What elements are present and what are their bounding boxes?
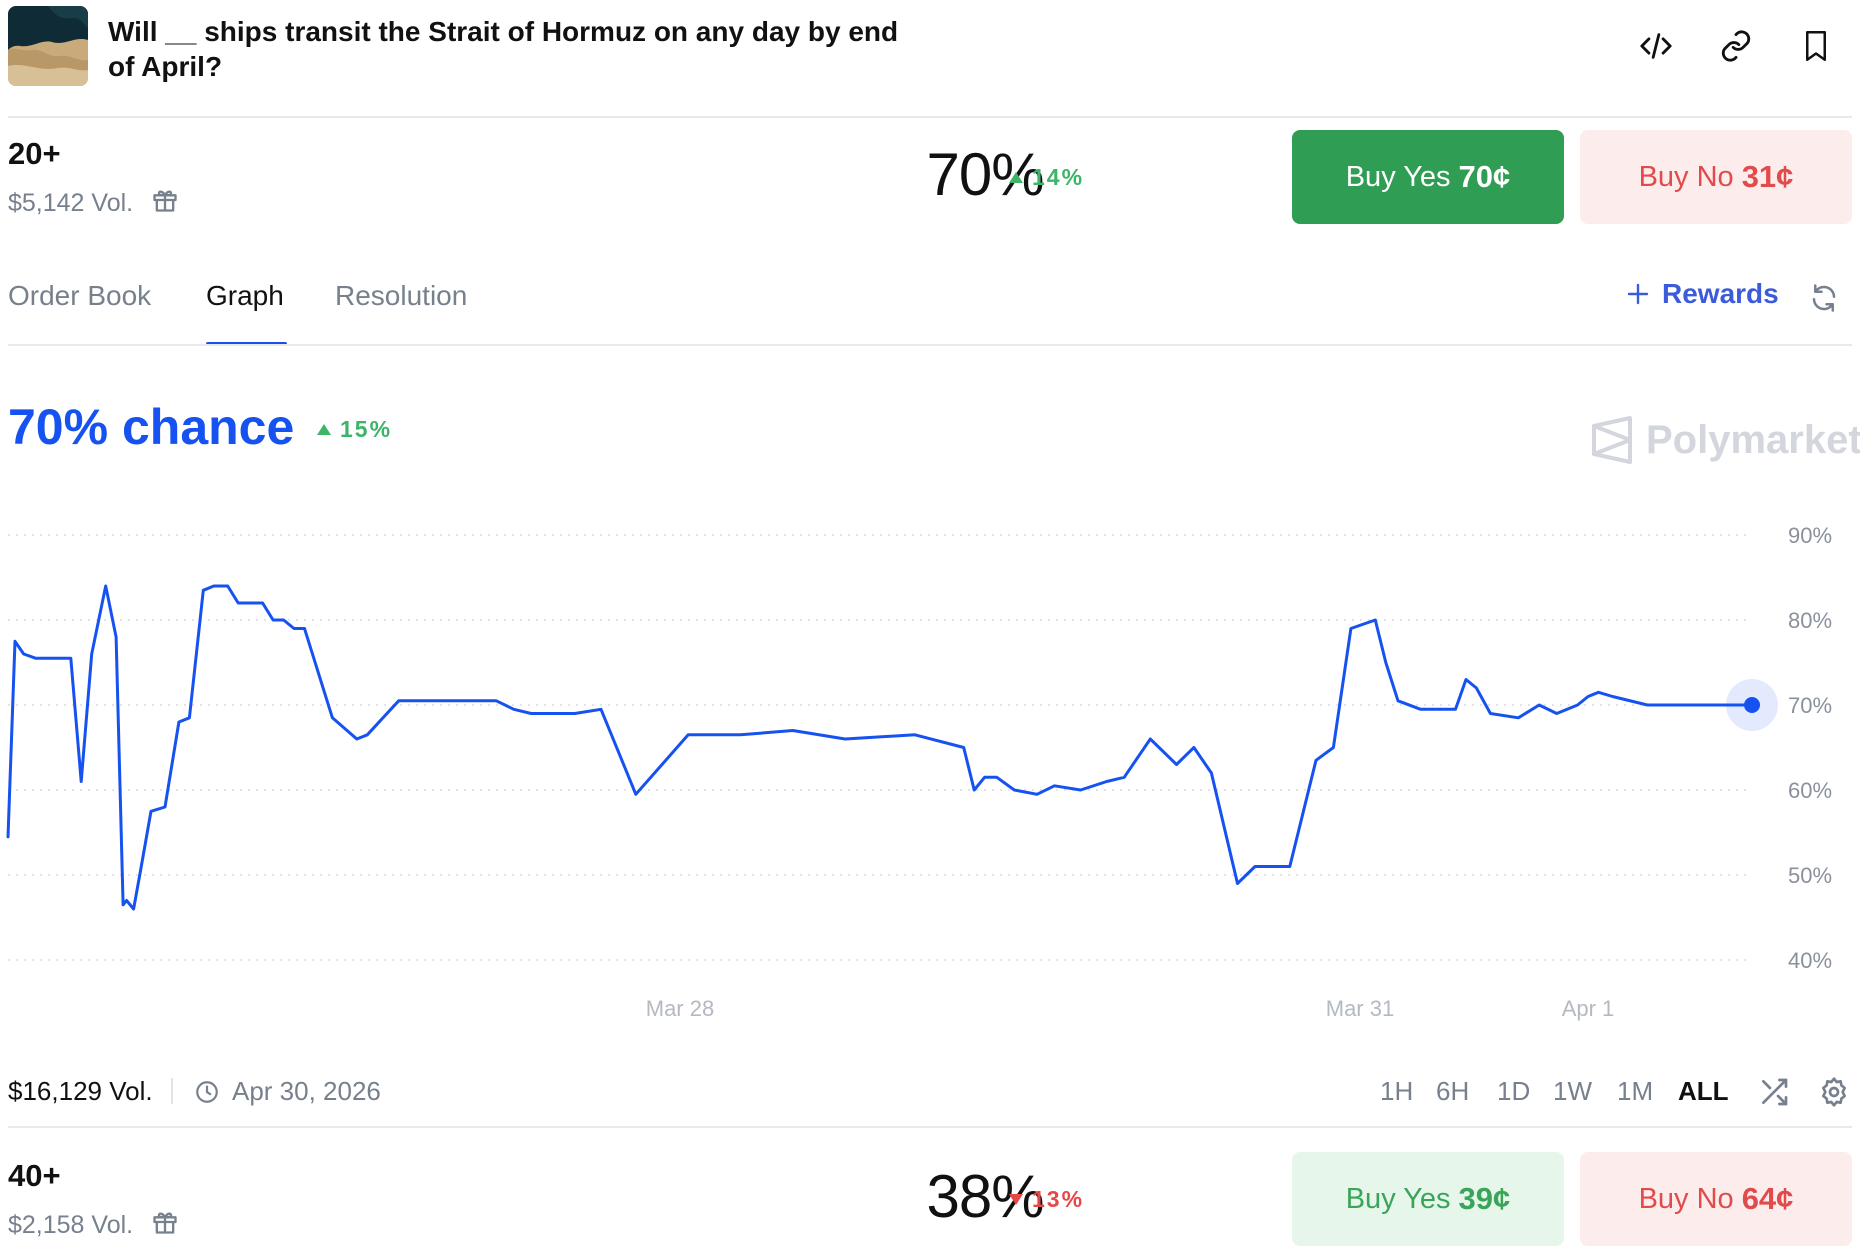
outcome-volume-text: $2,158 Vol.: [8, 1211, 134, 1239]
market-thumbnail-image: [8, 6, 88, 86]
y-tick-label: 60%: [1788, 778, 1832, 803]
triangle-up-icon: [1009, 172, 1023, 183]
tab-order-book[interactable]: Order Book: [8, 280, 152, 311]
series-line: [6, 584, 1754, 911]
outcome-label: 20+: [8, 136, 61, 171]
clock-icon: [196, 1080, 218, 1103]
outcome-volume-text: $5,142 Vol.: [8, 189, 134, 217]
buy-yes-label: Buy Yes: [1345, 1182, 1451, 1215]
x-tick-label: Mar 28: [646, 996, 714, 1021]
chance-change: 15%: [316, 416, 392, 443]
chance-value: 70% chance: [8, 399, 295, 455]
outcome-change-value: 13%: [1032, 1186, 1085, 1212]
bookmark-icon[interactable]: [1796, 26, 1836, 66]
rewards-button[interactable]: Rewards: [1626, 278, 1779, 310]
y-tick-label: 70%: [1788, 693, 1832, 718]
footer-separator: [171, 1078, 173, 1104]
market-thumbnail: [8, 6, 88, 86]
page-title: Will __ ships transit the Strait of Horm…: [108, 16, 899, 82]
triangle-down-icon: [1009, 1194, 1023, 1205]
outcome-percent: 70%: [926, 141, 1044, 208]
rewards-label: Rewards: [1662, 278, 1779, 309]
watermark-text: Polymarket: [1646, 417, 1860, 462]
range-6h[interactable]: 6H: [1436, 1076, 1470, 1106]
link-icon[interactable]: [1716, 26, 1756, 66]
polymarket-watermark: Polymarket: [1590, 416, 1860, 464]
range-1m[interactable]: 1M: [1617, 1076, 1654, 1106]
outcome-change: 14%: [1008, 164, 1084, 191]
triangle-up-icon: [317, 424, 331, 435]
buy-no-button[interactable]: Buy No 64¢: [1580, 1152, 1852, 1246]
buy-yes-price: 70¢: [1458, 159, 1511, 194]
buy-yes-label: Buy Yes: [1345, 160, 1451, 193]
x-tick-label: Mar 31: [1326, 996, 1394, 1021]
buy-yes-price: 39¢: [1458, 1181, 1511, 1216]
outcome-percent: 38%: [926, 1163, 1044, 1230]
tab-resolution[interactable]: Resolution: [335, 280, 468, 311]
range-1d[interactable]: 1D: [1497, 1076, 1531, 1106]
range-1h[interactable]: 1H: [1380, 1076, 1414, 1106]
buy-no-price: 31¢: [1741, 159, 1794, 194]
buy-no-label: Buy No: [1638, 160, 1734, 193]
gift-icon[interactable]: [151, 1208, 179, 1243]
header-divider: [8, 116, 1852, 118]
plus-icon: [1627, 283, 1649, 305]
y-tick-label: 40%: [1788, 948, 1832, 973]
buy-no-button[interactable]: Buy No 31¢: [1580, 130, 1852, 224]
buy-yes-button[interactable]: Buy Yes 70¢: [1292, 130, 1564, 224]
footer-divider: [8, 1126, 1852, 1128]
gift-icon[interactable]: [151, 186, 179, 221]
polymarket-logo-icon: [1592, 416, 1632, 464]
x-tick-label: Apr 1: [1562, 996, 1615, 1021]
buy-no-label: Buy No: [1638, 1182, 1734, 1215]
outcome-change-value: 14%: [1032, 164, 1085, 190]
y-tick-label: 90%: [1788, 523, 1832, 548]
range-all[interactable]: ALL: [1678, 1076, 1729, 1106]
outcome-volume: $2,158 Vol.: [8, 1208, 179, 1243]
end-date: Apr 30, 2026: [194, 1076, 381, 1107]
embed-code-icon[interactable]: [1636, 26, 1676, 66]
outcome-volume: $5,142 Vol.: [8, 186, 179, 221]
y-tick-label: 80%: [1788, 608, 1832, 633]
chance-change-value: 15%: [340, 416, 393, 442]
last-point-marker[interactable]: [1744, 697, 1760, 713]
tabs-divider: [8, 344, 1852, 346]
buy-no-price: 64¢: [1741, 1181, 1794, 1216]
total-volume: $16,129 Vol.: [8, 1076, 153, 1106]
settings-gear-icon[interactable]: [1814, 1072, 1854, 1112]
outcome-label: 40+: [8, 1158, 61, 1193]
buy-yes-button[interactable]: Buy Yes 39¢: [1292, 1152, 1564, 1246]
refresh-icon[interactable]: [1804, 278, 1844, 318]
tab-graph[interactable]: Graph: [206, 280, 284, 311]
outcome-change: 13%: [1008, 1186, 1084, 1213]
range-1w[interactable]: 1W: [1553, 1076, 1592, 1106]
y-tick-label: 50%: [1788, 863, 1832, 888]
price-chart[interactable]: 40% 50% 60% 70% 80% 90% Mar 28 Mar 31 Apr 1: [0, 510, 1860, 1030]
shuffle-icon[interactable]: [1754, 1072, 1794, 1112]
end-date-text: Apr 30, 2026: [232, 1076, 381, 1106]
